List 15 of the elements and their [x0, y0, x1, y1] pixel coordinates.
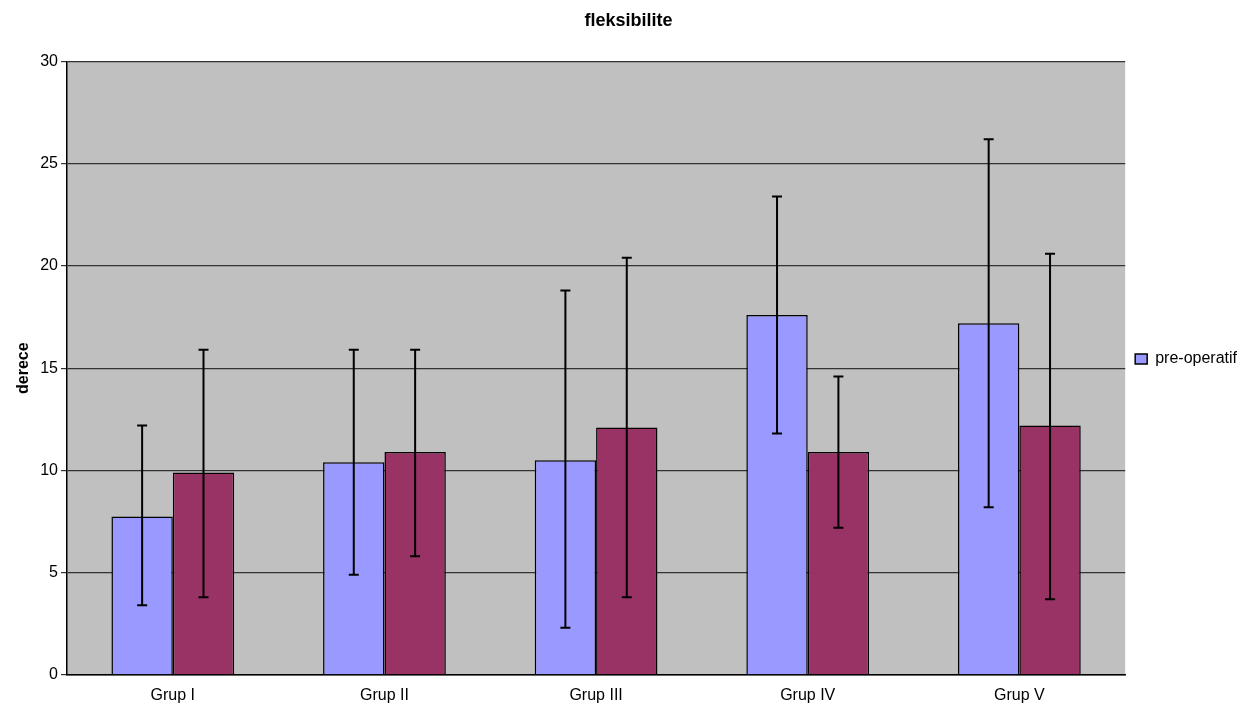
x-tick-label: Grup V [994, 685, 1046, 703]
y-tick-label: 30 [40, 52, 59, 70]
y-tick-label: 5 [49, 563, 59, 581]
x-tick-label: Grup III [569, 685, 623, 703]
y-tick-label: 20 [40, 256, 59, 274]
y-tick-label: 10 [40, 460, 59, 478]
chart-title: fleksibilite [584, 9, 673, 30]
y-tick-label: 15 [40, 358, 59, 376]
x-tick-label: Grup IV [780, 685, 836, 703]
y-axis-title: derece [14, 342, 32, 394]
legend-label: pre-operatif [1155, 349, 1238, 367]
y-tick-label: 0 [49, 665, 59, 683]
y-tick-label: 25 [40, 154, 59, 172]
x-tick-label: Grup I [150, 685, 196, 703]
x-tick-label: Grup II [360, 685, 409, 703]
